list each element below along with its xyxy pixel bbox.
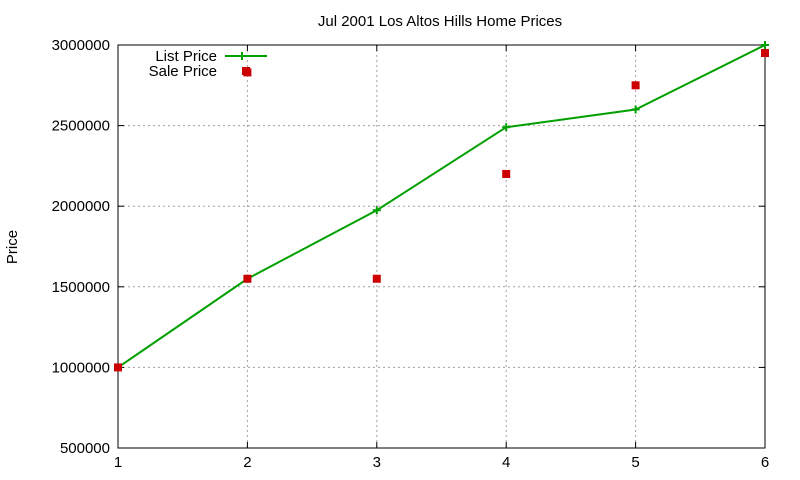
- y-axis-label: Price: [4, 230, 21, 264]
- y-tick-label: 2000000: [52, 198, 110, 215]
- point-sale-price: [243, 274, 252, 283]
- legend-sample-sale-price: [242, 67, 250, 75]
- axes: [117, 44, 766, 449]
- x-tick-label: 5: [631, 454, 639, 471]
- x-tick-label: 3: [373, 454, 381, 471]
- chart-title: Jul 2001 Los Altos Hills Home Prices: [318, 13, 562, 30]
- point-sale-price: [502, 169, 511, 178]
- y-tick-label: 3000000: [52, 37, 110, 54]
- x-tick-label: 1: [114, 454, 122, 471]
- legend-label-list-price: List Price: [155, 48, 217, 65]
- x-tick-label: 2: [243, 454, 251, 471]
- y-tick-label: 500000: [60, 440, 110, 457]
- point-list-price: [631, 105, 640, 114]
- point-sale-price: [372, 274, 381, 283]
- x-tick-label: 6: [761, 454, 769, 471]
- y-tick-label: 1500000: [52, 279, 110, 296]
- legend: List Price Sale Price: [149, 48, 267, 80]
- point-list-price: [372, 206, 381, 215]
- point-list-price: [502, 123, 511, 132]
- point-list-price: [761, 41, 769, 49]
- series: [114, 41, 769, 372]
- y-tick-label: 2500000: [52, 118, 110, 135]
- point-sale-price: [114, 363, 122, 372]
- x-tick-label: 4: [502, 454, 510, 471]
- series-line-list-price: [117, 44, 766, 369]
- legend-label-sale-price: Sale Price: [149, 63, 217, 80]
- y-tick-label: 1000000: [52, 359, 110, 376]
- tick-labels: 500000 1000000 1500000 2000000 2500000 300000…: [52, 37, 770, 471]
- grid: [118, 45, 765, 448]
- point-sale-price: [631, 81, 640, 90]
- legend-sample-list-price: [225, 52, 267, 60]
- point-sale-price: [761, 49, 769, 58]
- plot-border: [117, 44, 766, 449]
